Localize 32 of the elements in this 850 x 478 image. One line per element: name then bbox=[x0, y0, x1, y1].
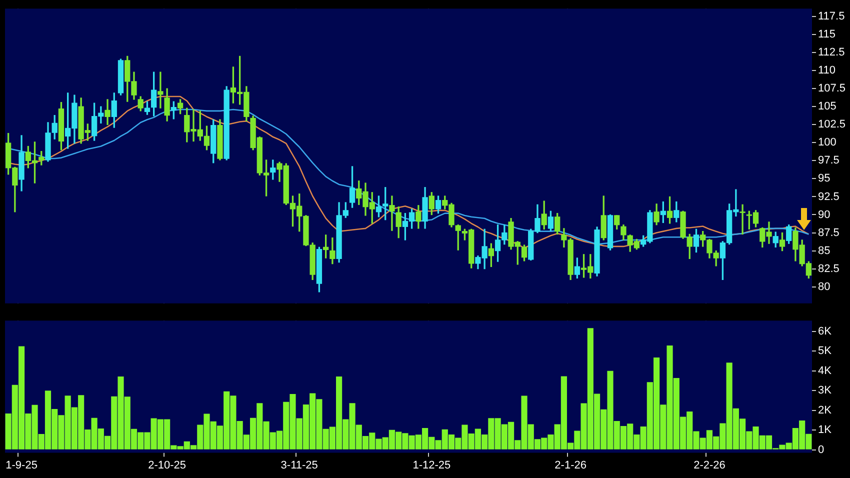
y-tick-label: 112.5 bbox=[818, 46, 845, 59]
x-tick-label: 1-12-25 bbox=[412, 459, 451, 472]
y-tick-label: 82.5 bbox=[818, 262, 840, 275]
candlestick bbox=[740, 204, 746, 235]
y-tick-label: 105 bbox=[818, 100, 836, 113]
y-tick-label: 87.5 bbox=[818, 226, 840, 239]
y-tick-label: 3K bbox=[818, 384, 832, 397]
y-tick-label: 110 bbox=[818, 64, 836, 77]
candlestick bbox=[389, 196, 395, 231]
y-tick-label: 2K bbox=[818, 404, 832, 416]
y-tick-label: 107.5 bbox=[818, 82, 846, 95]
y-tick-label: 100 bbox=[818, 136, 836, 149]
y-tick-label: 4K bbox=[818, 364, 832, 377]
x-tick-label: 3-11-25 bbox=[280, 459, 318, 472]
candlestick bbox=[158, 72, 164, 108]
y-tick-label: 115 bbox=[818, 28, 836, 41]
x-tick-label: 2-2-26 bbox=[694, 459, 726, 472]
y-tick-label: 1K bbox=[818, 424, 832, 436]
y-tick-label: 97.5 bbox=[818, 154, 840, 167]
y-tick-label: 95 bbox=[818, 172, 830, 185]
y-tick-label: 80 bbox=[818, 280, 830, 293]
x-tick-label: 2-1-26 bbox=[554, 459, 586, 472]
y-tick-label: 85 bbox=[818, 244, 830, 257]
y-tick-label: 92.5 bbox=[818, 190, 840, 203]
x-tick-label: 1-9-25 bbox=[6, 459, 38, 472]
y-tick-label: 90 bbox=[818, 208, 830, 221]
y-tick-label: 0 bbox=[818, 444, 824, 456]
y-tick-label: 102.5 bbox=[818, 118, 846, 131]
y-tick-label: 6K bbox=[818, 325, 832, 338]
x-tick-label: 2-10-25 bbox=[148, 459, 186, 472]
y-tick-label: 117.5 bbox=[818, 10, 845, 23]
y-tick-label: 5K bbox=[818, 345, 832, 358]
